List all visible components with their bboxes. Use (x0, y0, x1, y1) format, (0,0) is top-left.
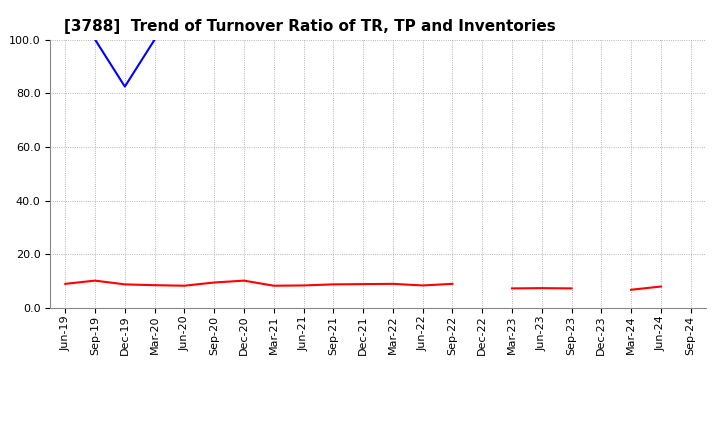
Text: [3788]  Trend of Turnover Ratio of TR, TP and Inventories: [3788] Trend of Turnover Ratio of TR, TP… (63, 19, 555, 34)
